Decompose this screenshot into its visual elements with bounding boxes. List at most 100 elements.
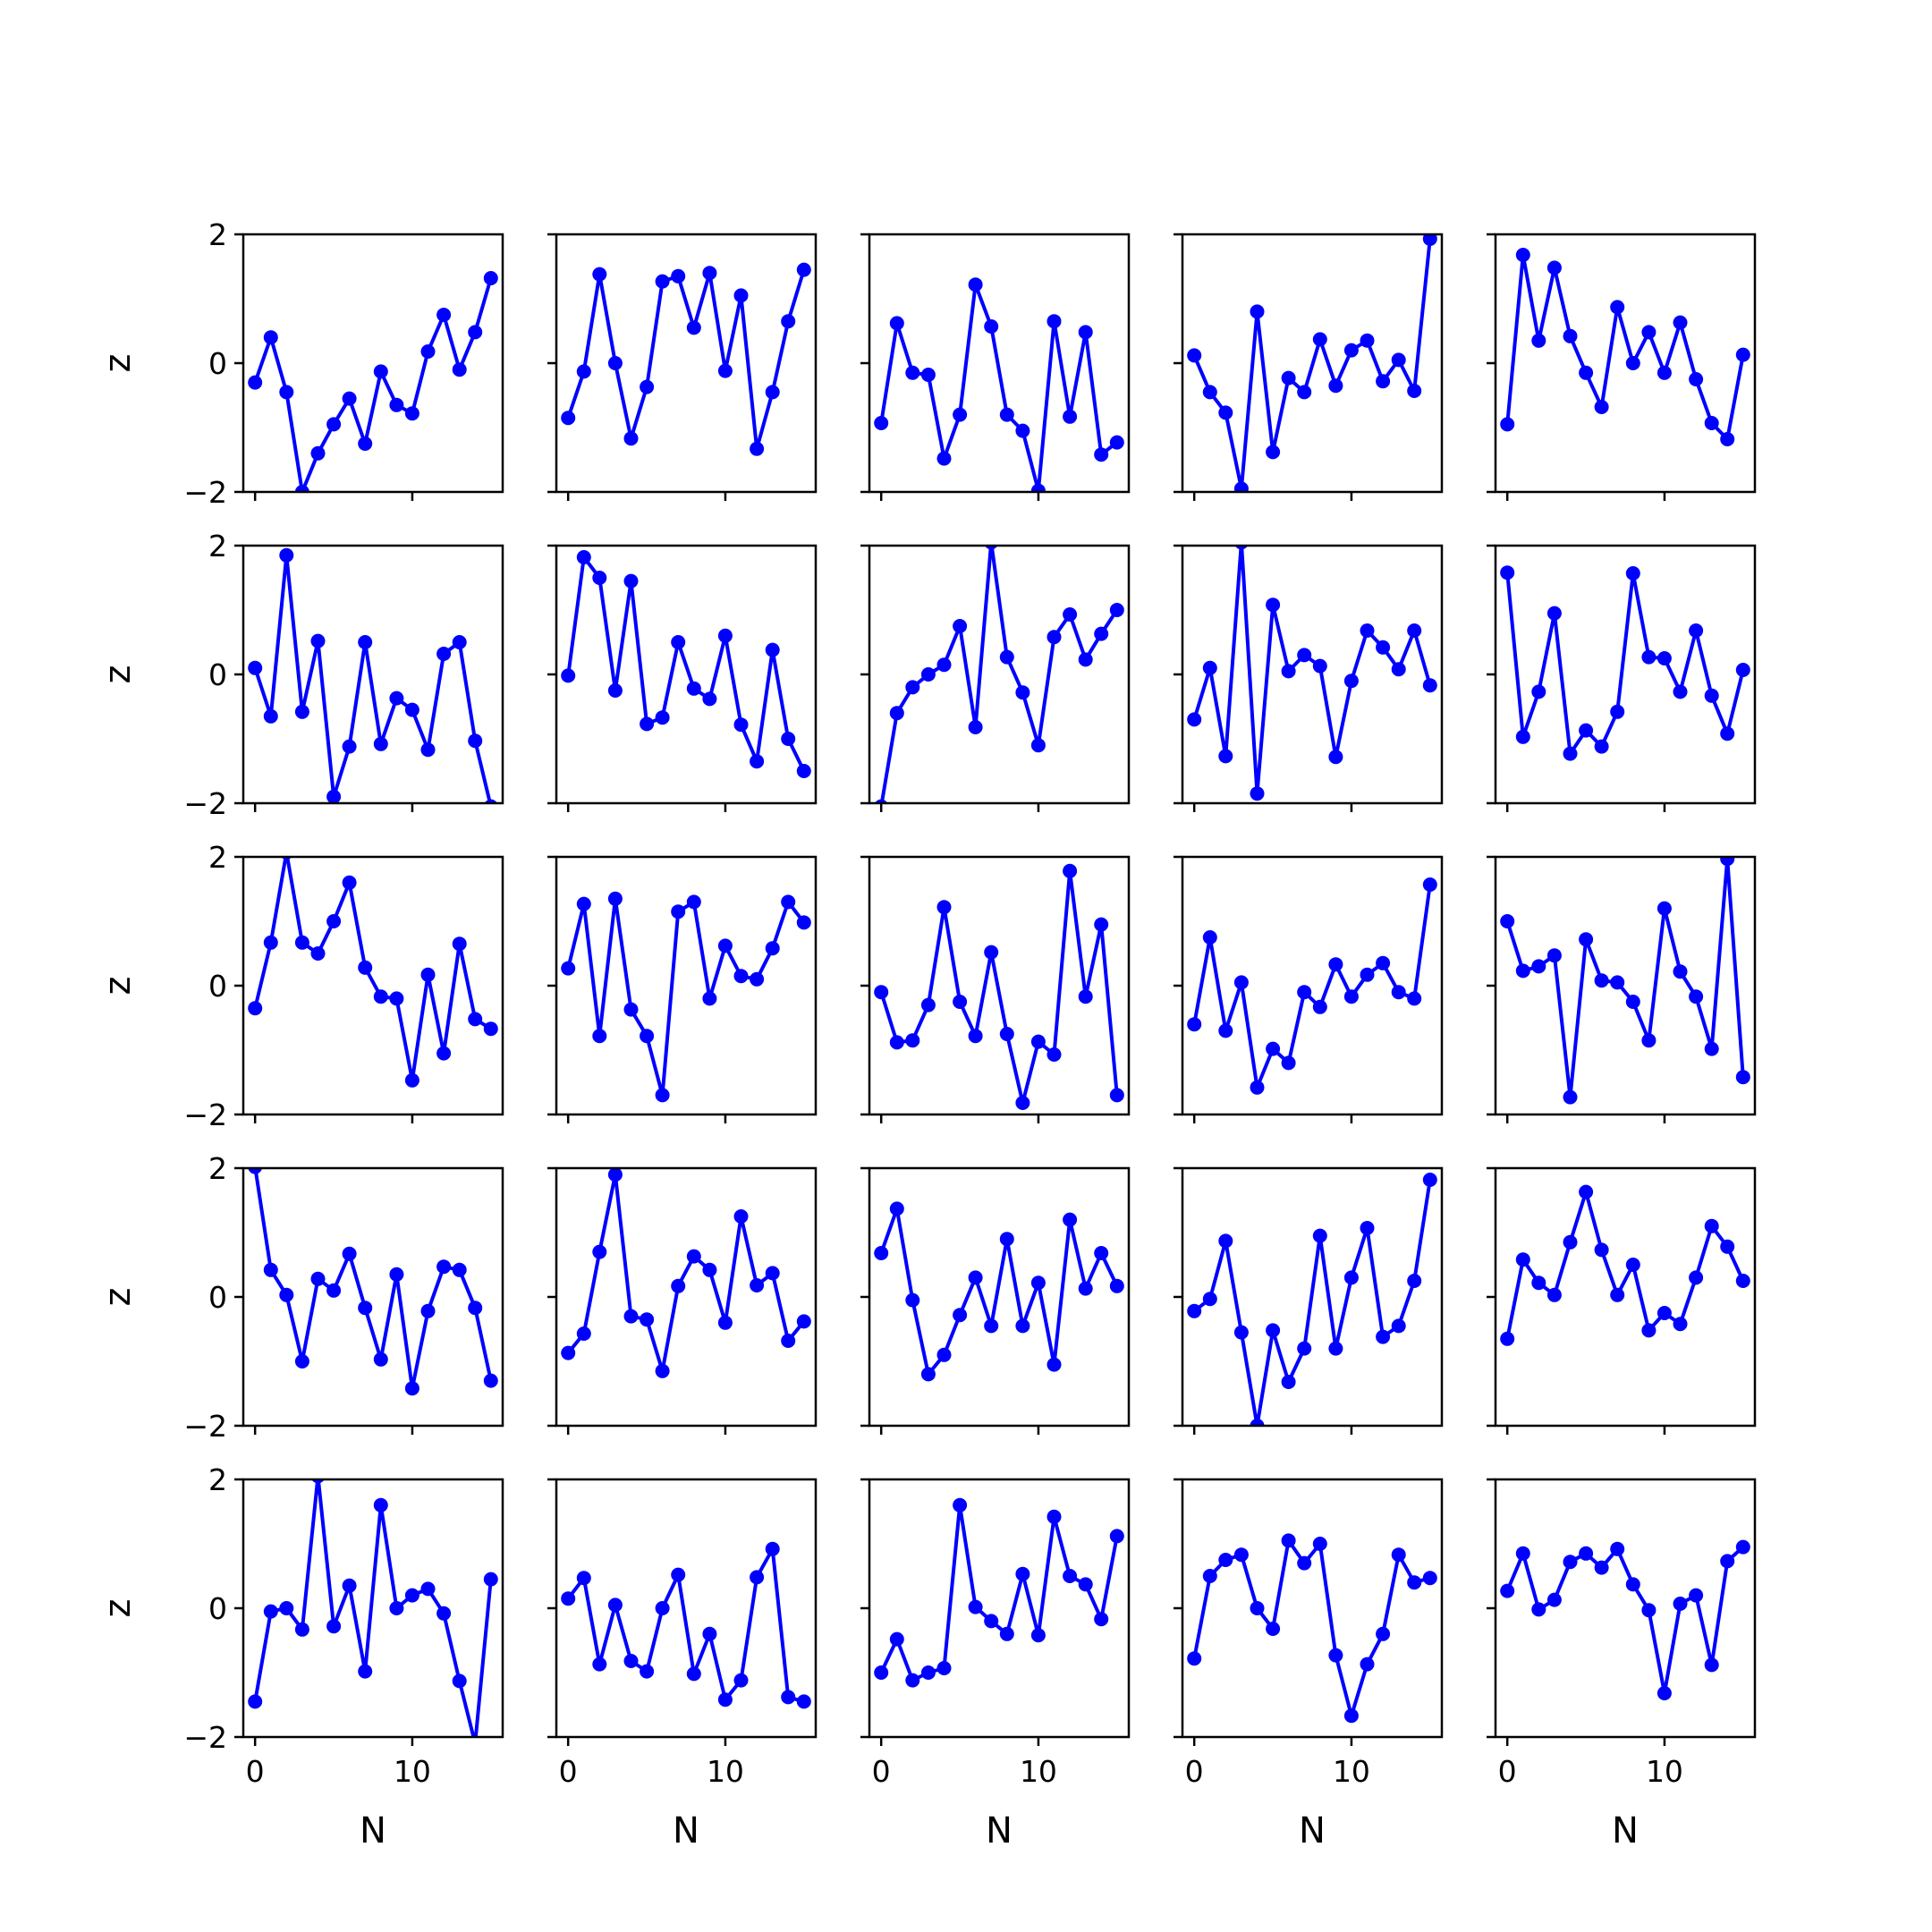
data-point [310,946,326,961]
data-point [1563,328,1578,343]
data-point [248,1168,263,1174]
subplot-r4-c1: −2 0 2 z [97,1151,504,1444]
data-point [294,704,309,719]
data-point [1625,1258,1640,1272]
y-tick-label: 2 [208,1462,227,1497]
data-point [1531,684,1546,699]
data-point [263,1262,278,1277]
subplot-r4-c4 [1174,1166,1444,1435]
series-group [874,1497,1124,1688]
data-point [1735,1070,1750,1085]
data-point [1579,1546,1594,1561]
subplot-r3-c1: −2 0 2 z [97,840,504,1132]
data-point [1250,1419,1265,1426]
data-point [936,657,952,673]
y-tick-label: −2 [183,1097,227,1132]
data-point [279,1601,294,1615]
data-point [1046,314,1062,329]
data-point [874,416,889,430]
data-point [1328,1341,1343,1356]
data-point [1579,1184,1594,1199]
data-point [561,668,576,683]
data-point [1250,786,1265,801]
axes-frame [1181,855,1444,1116]
data-point [984,1614,999,1629]
data-point [279,1287,294,1302]
data-point [1515,1252,1530,1267]
series-line [1505,572,1745,756]
data-point [1735,1274,1750,1288]
data-point [1046,630,1062,645]
data-point [452,1262,467,1277]
data-point [373,364,388,379]
data-point [1704,688,1719,703]
subplot-r3-c4 [1174,855,1444,1123]
data-point [576,1326,591,1341]
data-point [342,391,357,406]
data-point [263,935,278,950]
data-point [905,1292,920,1308]
data-point [1360,967,1375,982]
data-point [373,989,388,1004]
data-point [1515,248,1530,262]
data-point [750,971,765,987]
data-point [655,1088,670,1103]
data-point [1673,1597,1688,1611]
data-point [1078,1281,1093,1296]
series-group [1187,546,1437,801]
data-point [1673,1317,1688,1332]
data-point [1704,1218,1719,1233]
axes-frame [868,1478,1131,1739]
data-point [1689,372,1704,386]
data-point [1250,1080,1265,1095]
data-point [576,550,591,564]
data-point [999,1626,1014,1641]
series-group [1500,857,1750,1105]
data-point [733,288,749,303]
series-group [1500,565,1750,761]
data-point [750,1570,765,1585]
data-point [1202,1292,1217,1307]
data-point [1250,304,1265,319]
data-point [781,732,796,746]
data-point [1500,565,1515,580]
data-point [1015,1096,1030,1110]
data-point [1515,729,1530,744]
x-axis-label: N [673,1810,699,1852]
data-point [1015,1566,1030,1581]
data-point [623,1002,639,1017]
data-point [702,991,717,1006]
data-point [471,1736,479,1737]
data-point [1515,1546,1530,1561]
series-line [1192,1538,1431,1718]
data-point [1391,662,1406,677]
data-point [1531,959,1546,974]
data-point [592,1657,607,1672]
data-point [733,969,749,984]
y-tick-label: 2 [208,529,227,564]
data-point [874,985,889,1000]
data-point [1689,1270,1704,1285]
data-point [1266,1323,1281,1338]
data-point [750,1278,765,1292]
data-point [404,406,419,421]
axes-frame [868,544,1131,805]
data-point [796,1314,811,1329]
data-point [342,875,357,890]
data-point [920,1367,936,1382]
data-point [1391,1547,1406,1563]
data-point [404,702,419,717]
data-point [1218,1233,1233,1249]
data-point [1078,325,1093,340]
data-point [420,742,436,758]
data-point [655,274,670,289]
data-point [389,1601,404,1615]
data-point [1422,877,1437,892]
data-point [968,1270,983,1285]
data-point [1187,712,1202,727]
data-point [607,891,623,906]
data-point [1563,746,1578,761]
data-point [576,1571,591,1586]
data-point [920,1665,936,1680]
data-point [326,789,342,803]
